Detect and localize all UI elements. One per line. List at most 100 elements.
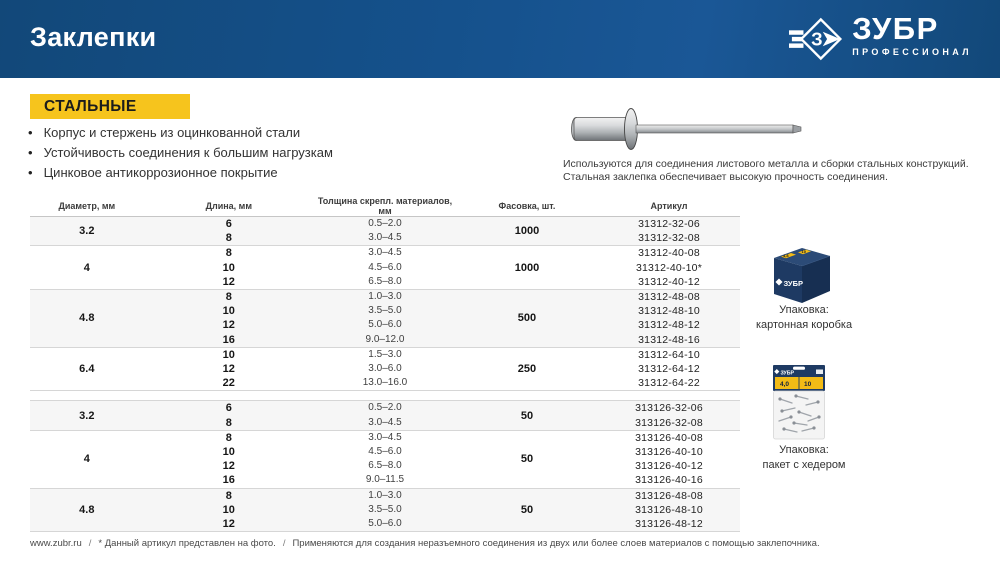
diameter-group-3.2: 3.2 6 0.5–2.0 1000 31312-32-06 8 3.0–4.5 31312-… (30, 216, 740, 246)
box-caption: Упаковка: картонная коробка (755, 304, 853, 331)
article-cell: 31312-48-10 (638, 305, 700, 318)
svg-text:4,0: 4,0 (780, 381, 789, 388)
feature-item: Цинковое антикоррозионное покрытие (28, 163, 333, 183)
feature-item: Корпус и стержень из оцинкованной стали (28, 123, 333, 143)
diameter-group-6.4: 6.4 10 1.5–3.0 250 31312-64-10 12 3.0–6.0 31312… (30, 347, 740, 391)
thickness-cell: 5.0–6.0 (368, 319, 402, 331)
category-badge: СТАЛЬНЫЕ (30, 94, 190, 119)
product-description: Используются для соединения листового ме… (563, 158, 993, 184)
logo-text-block: ЗУБР ПРОФЕССИОНАЛ (852, 11, 972, 58)
table-row: 10 4.5–6.0 313126-40-10 (30, 445, 740, 459)
article-cell: 31312-40-08 (638, 247, 700, 260)
thickness-cell: 3.5–5.0 (368, 305, 402, 317)
table-row: 12 5.0–6.0 31312-48-12 (30, 318, 740, 332)
length-cell: 6 (225, 218, 232, 230)
length-cell: 12 (222, 518, 235, 531)
svg-text:ЗУБР: ЗУБР (784, 279, 803, 288)
thickness-cell: 3.0–4.5 (368, 232, 402, 244)
packing-cell: 50 (520, 453, 534, 466)
length-cell: 8 (225, 247, 232, 260)
article-cell: 31312-64-10 (638, 348, 700, 361)
thickness-cell: 3.0–4.5 (368, 416, 402, 428)
article-cell: 313126-40-16 (635, 474, 703, 487)
table-row: 22 13.0–16.0 31312-64-22 (30, 376, 740, 391)
column-header: Фасовка, шт. (498, 201, 556, 211)
svg-text:4,8: 4,8 (783, 253, 789, 258)
bag-image: ЗУБР 4,0 10 (773, 365, 825, 440)
packing-cell: 1000 (514, 225, 540, 238)
page-title: Заклепки (30, 22, 157, 52)
diameter-group-4: 4 8 3.0–4.5 1000 31312-40-08 10 4.5–6.0 31312-4… (30, 245, 740, 290)
thickness-cell: 6.5–8.0 (368, 275, 402, 287)
article-cell: 31312-32-06 (638, 218, 700, 230)
packing-cell: 1000 (514, 261, 540, 274)
spec-table-section-2: 3.2 6 0.5–2.0 50 313126-32-06 8 3.0–4.5 313126-… (30, 400, 740, 533)
article-cell: 31312-48-12 (638, 319, 700, 332)
article-cell: 31312-40-12 (638, 275, 700, 288)
packing-cell: 50 (520, 409, 534, 422)
article-cell: 313126-40-12 (635, 460, 703, 473)
thickness-cell: 13.0–16.0 (362, 377, 408, 389)
article-cell: 31312-32-08 (638, 232, 700, 245)
table-header-row: Диаметр, мм Длина, мм Толщина скрепл. мате… (30, 196, 740, 217)
thickness-cell: 0.5–2.0 (368, 218, 402, 229)
footer-usage-note: Применяются для создания неразъемного со… (292, 538, 820, 549)
thickness-cell: 4.5–6.0 (368, 261, 402, 273)
article-cell: 31312-40-10* (635, 261, 703, 274)
thickness-cell: 3.0–4.5 (368, 247, 402, 259)
table-row: 8 3.0–4.5 31312-32-08 (30, 231, 740, 246)
table-row: 16 9.0–11.5 313126-40-16 (30, 473, 740, 488)
zubr-arrow-icon: З (789, 17, 843, 61)
thickness-cell: 3.5–5.0 (368, 503, 402, 515)
table-row: 10 4.5–6.0 31312-40-10* (30, 261, 740, 275)
footer-separator: / (88, 538, 92, 549)
table-row: 8 3.0–4.5 313126-32-08 (30, 416, 740, 431)
table-row: 12 6.5–8.0 31312-40-12 (30, 275, 740, 290)
diameter-cell: 3.2 (79, 409, 95, 422)
article-cell: 313126-48-10 (635, 503, 703, 516)
table-row: 3.2 6 0.5–2.0 50 313126-32-06 (30, 401, 740, 421)
page-footer: www.zubr.ru / * Данный артикул представлен… (30, 538, 820, 549)
description-line: Стальная заклепка обеспечивает высокую п… (563, 171, 888, 183)
logo-subtitle: ПРОФЕССИОНАЛ (852, 47, 972, 57)
zubr-logo: З ЗУБР ПРОФЕССИОНАЛ (789, 13, 972, 63)
feature-list: Корпус и стержень из оцинкованной сталиУ… (28, 123, 333, 183)
table-row: 6.4 10 1.5–3.0 250 31312-64-10 (30, 347, 740, 375)
table-row: 4 8 3.0–4.5 50 313126-40-08 (30, 430, 740, 465)
thickness-cell: 6.5–8.0 (368, 460, 402, 472)
article-cell: 31312-64-12 (638, 363, 700, 376)
article-cell: 31312-64-22 (638, 377, 700, 390)
length-cell: 8 (225, 291, 232, 304)
footer-url[interactable]: www.zubr.ru (30, 538, 82, 549)
diameter-cell: 3.2 (79, 225, 95, 238)
length-cell: 12 (222, 275, 235, 288)
thickness-cell: 3.0–6.0 (368, 363, 402, 375)
logo-wordmark: ЗУБР (852, 11, 939, 46)
diameter-group-3.2: 3.2 6 0.5–2.0 50 313126-32-06 8 3.0–4.5 313126-… (30, 400, 740, 431)
table-row: 3.2 6 0.5–2.0 1000 31312-32-06 (30, 217, 740, 237)
description-line: Используются для соединения листового ме… (563, 158, 969, 170)
diameter-cell: 4.8 (79, 312, 95, 325)
article-cell: 313126-32-06 (635, 402, 703, 415)
table-row: 10 3.5–5.0 31312-48-10 (30, 304, 740, 318)
thickness-cell: 1.0–3.0 (368, 489, 402, 501)
diameter-cell: 6.4 (79, 363, 95, 376)
table-row: 4.8 8 1.0–3.0 50 313126-48-08 (30, 488, 740, 516)
length-cell: 10 (222, 446, 235, 459)
thickness-cell: 1.0–3.0 (368, 291, 402, 303)
article-cell: 313126-40-08 (635, 431, 703, 444)
column-header: Артикул (650, 201, 688, 211)
length-cell: 16 (222, 474, 235, 487)
length-cell: 8 (225, 232, 232, 245)
length-cell: 10 (222, 305, 235, 318)
length-cell: 12 (222, 319, 235, 332)
length-cell: 8 (225, 416, 232, 429)
svg-text:ЗУБР: ЗУБР (781, 371, 795, 377)
diameter-cell: 4.8 (79, 503, 95, 516)
footer-photo-note: * Данный артикул представлен на фото. (98, 538, 276, 549)
diameter-cell: 4 (83, 261, 90, 274)
thickness-cell: 4.5–6.0 (368, 446, 402, 458)
svg-text:10: 10 (804, 381, 812, 388)
length-cell: 10 (222, 503, 235, 516)
